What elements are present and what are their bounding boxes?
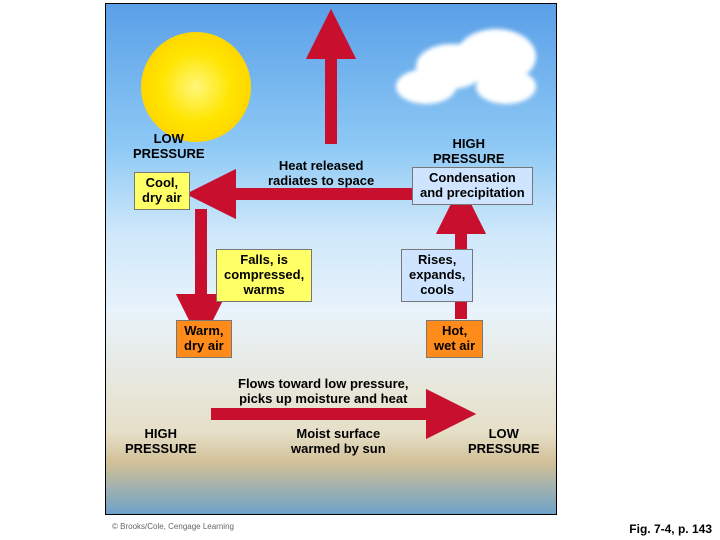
label-bottom-left-pressure: HIGHPRESSURE (118, 424, 204, 460)
label-hot-wet: Hot,wet air (426, 320, 483, 358)
sun-icon (141, 32, 251, 142)
label-warm-dry: Warm,dry air (176, 320, 232, 358)
label-falls: Falls, iscompressed,warms (216, 249, 312, 302)
label-rises: Rises,expands,cools (401, 249, 473, 302)
label-flows: Flows toward low pressure,picks up moist… (231, 374, 415, 410)
label-condensation: Condensationand precipitation (412, 167, 533, 205)
label-heat-released: Heat releasedradiates to space (261, 156, 381, 192)
label-bottom-right-pressure: LOWPRESSURE (461, 424, 547, 460)
figure-reference: Fig. 7-4, p. 143 (629, 522, 712, 536)
diagram-canvas: LOWPRESSURE HIGHPRESSURE Heat releasedradi… (105, 3, 557, 515)
copyright-credit: © Brooks/Cole, Cengage Learning (112, 522, 234, 531)
label-top-left-pressure: LOWPRESSURE (126, 129, 212, 165)
label-top-right-pressure: HIGHPRESSURE (426, 134, 512, 170)
label-cool-dry: Cool,dry air (134, 172, 190, 210)
clouds-icon (376, 14, 546, 124)
label-moist-surface: Moist surfacewarmed by sun (284, 424, 393, 460)
